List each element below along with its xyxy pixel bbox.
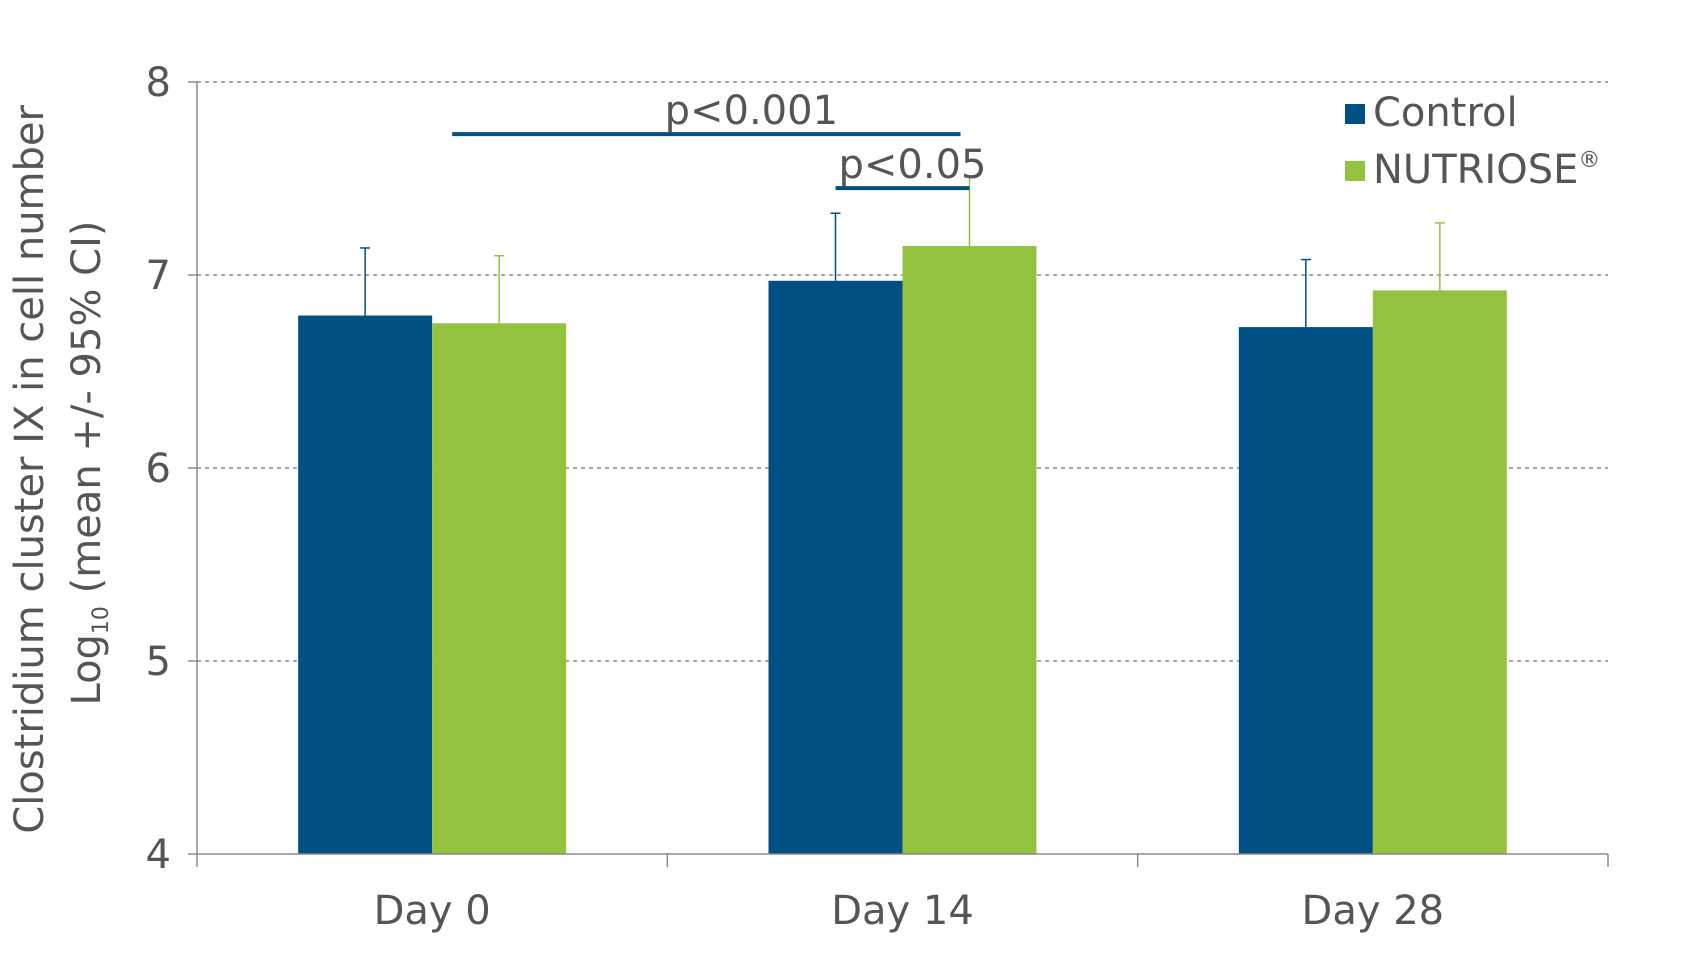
legend-swatch	[1345, 161, 1365, 181]
significance-label: p<0.05	[839, 142, 987, 188]
error-bars	[360, 175, 1445, 328]
x-tick-label: Day 14	[831, 888, 974, 934]
bar	[1238, 327, 1373, 854]
x-tick-label: Day 0	[374, 888, 491, 934]
legend-label: NUTRIOSE®	[1373, 147, 1600, 193]
y-axis-label-line2: Log10 (mean +/- 95% CI)	[64, 220, 114, 705]
y-tick-label: 5	[146, 639, 171, 685]
axes: 4 5 6 7 8 Day 0 Day 14 Day 28	[146, 60, 1609, 934]
significance-label: p<0.001	[665, 88, 838, 134]
bar	[768, 280, 903, 854]
bars	[298, 246, 1507, 855]
legend-swatch	[1345, 104, 1365, 124]
y-axis-label: Clostridium cluster IX in cell number Lo…	[7, 92, 114, 833]
bar	[902, 246, 1037, 855]
y-tick-label: 7	[146, 253, 171, 299]
y-tick-label: 4	[146, 832, 171, 878]
legend: Control NUTRIOSE®	[1345, 90, 1600, 193]
y-axis-label-line1: Clostridium cluster IX in cell number	[7, 104, 53, 833]
legend-label: Control	[1373, 90, 1518, 136]
bar	[432, 323, 567, 854]
bar	[298, 315, 433, 854]
y-tick-label: 8	[146, 60, 171, 106]
x-tick-label: Day 28	[1302, 888, 1445, 934]
y-tick-label: 6	[146, 446, 171, 492]
bar	[1372, 290, 1507, 854]
